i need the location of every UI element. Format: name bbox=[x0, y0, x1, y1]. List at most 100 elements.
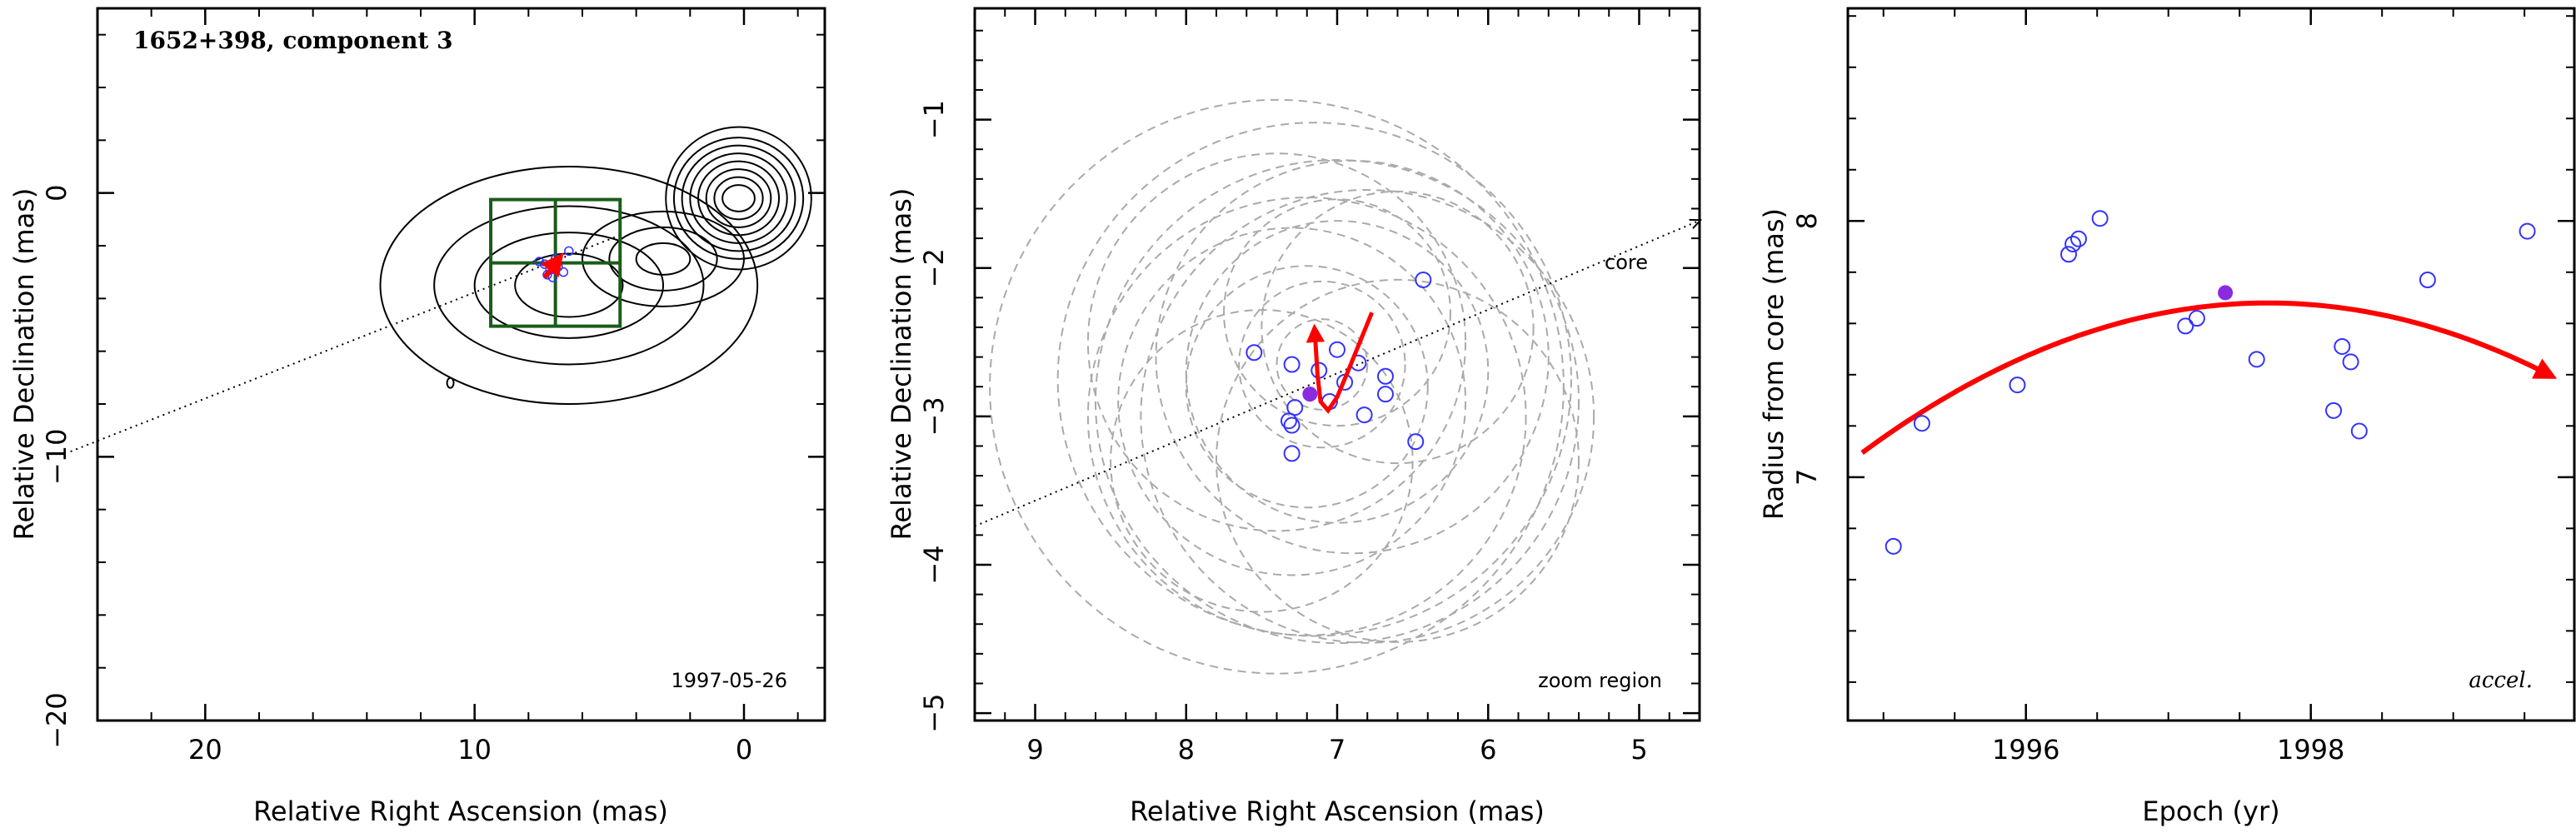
panel-1-y-axis-label: Relative Declination (mas) bbox=[8, 188, 40, 541]
y-tick-label: −20 bbox=[41, 692, 72, 749]
data-point bbox=[2091, 210, 2109, 227]
panel-2-core-label: core bbox=[1605, 251, 1648, 274]
contour-line bbox=[608, 226, 718, 292]
x-tick-label: 8 bbox=[1178, 734, 1195, 766]
error-ellipse bbox=[1261, 190, 1535, 465]
error-ellipse bbox=[1185, 220, 1490, 524]
data-point bbox=[1246, 344, 1263, 362]
data-point bbox=[2419, 272, 2436, 289]
data-point bbox=[2519, 222, 2536, 240]
data-point bbox=[1407, 433, 1425, 451]
contour-line bbox=[665, 126, 812, 271]
x-tick-label: 1996 bbox=[1992, 734, 2059, 766]
data-point bbox=[1377, 367, 1394, 385]
panel-3-fitted-point bbox=[2218, 285, 2234, 301]
error-ellipse bbox=[1056, 122, 1572, 637]
data-point bbox=[2064, 235, 2082, 252]
contour-line bbox=[713, 176, 764, 221]
y-tick-label: −4 bbox=[918, 545, 950, 584]
error-ellipse bbox=[989, 98, 1565, 675]
panel-3-frame bbox=[1846, 7, 2576, 722]
data-point bbox=[2069, 230, 2087, 247]
data-point bbox=[1283, 445, 1300, 462]
x-tick-label: 1998 bbox=[2277, 734, 2344, 766]
data-point bbox=[1377, 386, 1394, 403]
panel-3-x-axis-label: Epoch (yr) bbox=[2142, 796, 2279, 827]
contour-line bbox=[635, 242, 691, 276]
error-ellipse bbox=[1086, 197, 1527, 636]
panel-1-motion-arrow bbox=[541, 252, 564, 279]
data-point bbox=[1415, 271, 1432, 288]
panel-1-x-ticks: 20 10 0 bbox=[97, 8, 799, 766]
panel-2-fitted-point bbox=[1302, 387, 1318, 402]
y-tick-label: −2 bbox=[918, 248, 950, 287]
error-ellipse bbox=[1117, 227, 1467, 576]
contour-line bbox=[721, 184, 756, 212]
panel-2-error-ellipses bbox=[989, 98, 1595, 675]
x-tick-label: 5 bbox=[1630, 734, 1647, 766]
data-point bbox=[558, 267, 569, 277]
panel-3-y-ticks: 78 bbox=[1791, 15, 2574, 683]
data-point bbox=[564, 246, 574, 257]
error-ellipse bbox=[1216, 278, 1580, 643]
y-tick-label: −1 bbox=[918, 100, 950, 139]
panel-1-frame bbox=[96, 7, 826, 722]
y-tick-label: 0 bbox=[41, 184, 72, 201]
contour-line bbox=[514, 252, 624, 318]
panel-2-y-ticks: −1 −2 −3 −4 −5 bbox=[918, 29, 1700, 733]
panel-1-contours bbox=[379, 126, 812, 405]
x-tick-label: 7 bbox=[1329, 734, 1345, 766]
panel-1-x-axis-label: Relative Right Ascension (mas) bbox=[253, 796, 668, 827]
panel-3-points bbox=[1885, 210, 2536, 555]
data-point bbox=[2177, 317, 2194, 335]
panel-1-direction-line bbox=[70, 234, 621, 452]
y-tick-label: 7 bbox=[1791, 469, 1823, 486]
contour-line bbox=[697, 160, 781, 237]
data-point bbox=[2334, 337, 2351, 355]
data-point bbox=[1281, 412, 1297, 430]
data-point bbox=[2350, 422, 2368, 440]
data-point bbox=[1329, 341, 1345, 358]
data-point bbox=[1913, 415, 1930, 432]
data-point bbox=[1283, 416, 1300, 434]
panel-2-frame bbox=[973, 7, 1701, 722]
contour-line bbox=[433, 205, 705, 366]
contour-line bbox=[681, 144, 796, 252]
panel-1: 20 10 0 0 −10 −20 1652+398, component 3 1997… bbox=[8, 7, 826, 827]
data-point bbox=[2248, 351, 2265, 368]
panel-3-annotation: accel. bbox=[2469, 668, 2533, 693]
error-ellipse bbox=[1276, 318, 1369, 411]
data-point bbox=[2325, 402, 2343, 419]
panel-1-y-ticks: 0 −10 −20 bbox=[41, 33, 825, 749]
panel-2-annotation: zoom region bbox=[1538, 669, 1662, 692]
error-ellipse bbox=[1086, 152, 1467, 532]
panel-3: 1996 1998 78 accel. Epoch (yr) Radius fro… bbox=[1758, 7, 2576, 827]
error-ellipse bbox=[1238, 280, 1406, 449]
contour-line bbox=[672, 137, 805, 260]
panel-2-y-axis-label: Relative Declination (mas) bbox=[886, 188, 917, 541]
error-ellipse bbox=[1185, 265, 1429, 509]
contour-line bbox=[582, 210, 745, 307]
data-point bbox=[1355, 407, 1373, 424]
data-point bbox=[2060, 246, 2078, 263]
error-ellipse bbox=[1110, 309, 1414, 613]
x-tick-label: 9 bbox=[1026, 734, 1043, 766]
contour-line bbox=[446, 377, 455, 389]
data-point bbox=[1885, 537, 1902, 555]
y-tick-label: −5 bbox=[918, 694, 950, 733]
panel-1-title: 1652+398, component 3 bbox=[133, 27, 453, 54]
panel-3-fit-curve bbox=[1860, 300, 2558, 456]
panel-2-points bbox=[1246, 271, 1432, 462]
data-point bbox=[2188, 310, 2205, 327]
panel-2-x-axis-label: Relative Right Ascension (mas) bbox=[1130, 796, 1545, 827]
data-point bbox=[1286, 399, 1304, 416]
x-tick-label: 0 bbox=[736, 734, 752, 766]
y-tick-label: 8 bbox=[1791, 212, 1823, 229]
error-ellipse bbox=[1095, 159, 1580, 645]
panel-2-x-ticks: 9 8 7 6 5 bbox=[974, 8, 1700, 766]
error-ellipse bbox=[1223, 198, 1451, 427]
panel-2-trajectory bbox=[1305, 312, 1375, 414]
x-tick-label: 20 bbox=[188, 734, 222, 766]
data-point bbox=[1283, 356, 1300, 373]
